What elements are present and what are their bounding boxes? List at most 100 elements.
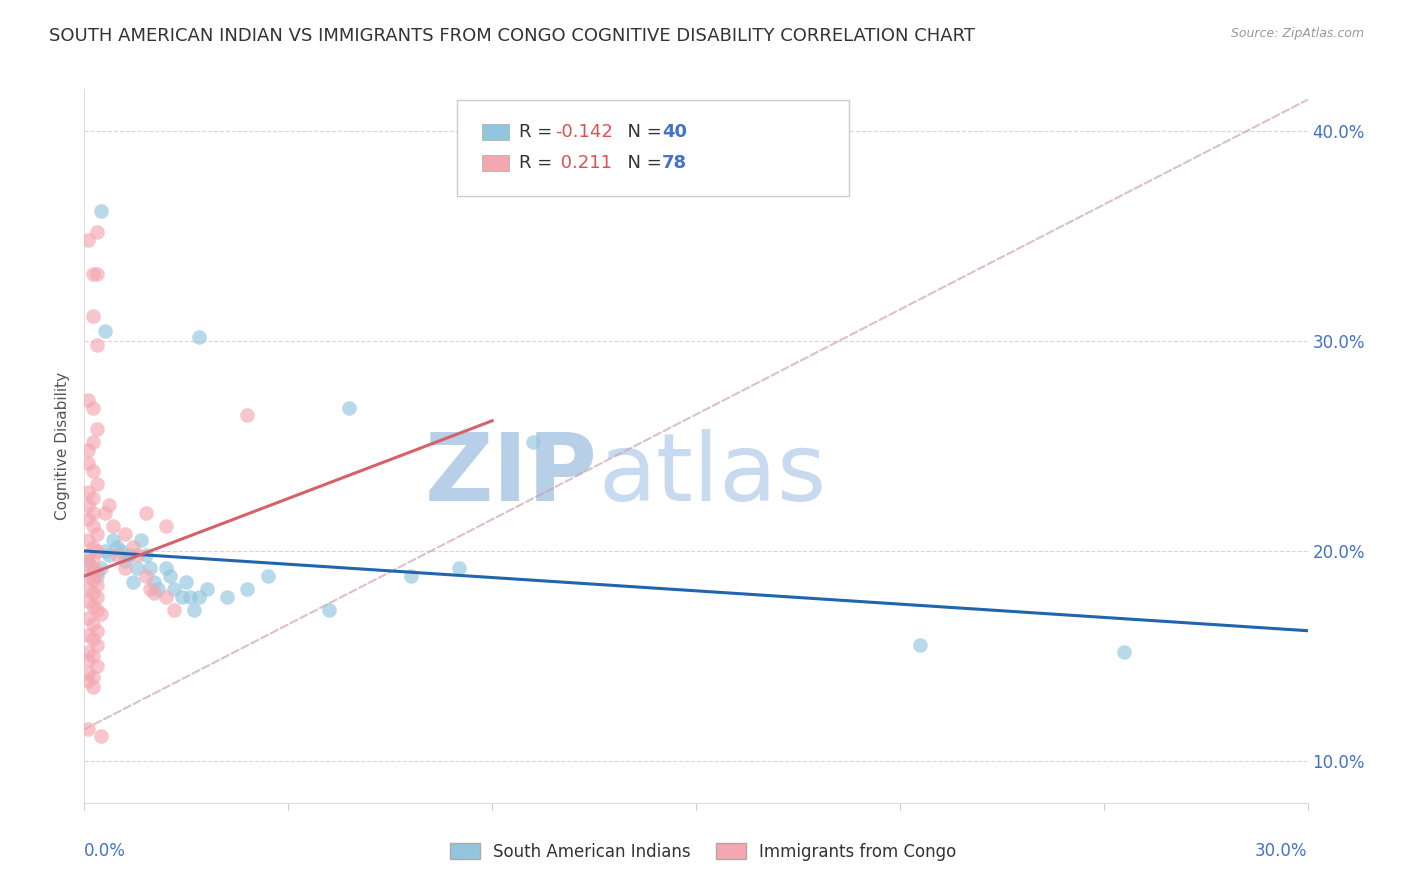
- Point: [86, 338, 108, 352]
- Point: [82, 574, 104, 588]
- Text: atlas: atlas: [598, 428, 827, 521]
- Point: [155, 560, 177, 574]
- Point: [90, 560, 112, 574]
- Point: [77, 456, 100, 470]
- Point: [110, 544, 132, 558]
- Point: [146, 582, 169, 596]
- Point: [114, 554, 136, 568]
- Text: 0.211: 0.211: [555, 153, 612, 171]
- Point: [187, 330, 209, 344]
- Text: R =: R =: [519, 123, 558, 141]
- Point: [86, 603, 108, 617]
- Point: [86, 624, 108, 638]
- Point: [97, 548, 120, 562]
- Point: [77, 512, 100, 526]
- Text: R =: R =: [519, 153, 558, 171]
- Point: [82, 681, 104, 695]
- Point: [135, 569, 157, 583]
- Point: [114, 560, 136, 574]
- Point: [118, 548, 141, 562]
- Point: [1114, 645, 1136, 659]
- Point: [236, 408, 259, 422]
- Point: [97, 498, 120, 512]
- Point: [90, 729, 112, 743]
- Point: [135, 548, 157, 562]
- Text: SOUTH AMERICAN INDIAN VS IMMIGRANTS FROM CONGO COGNITIVE DISABILITY CORRELATION : SOUTH AMERICAN INDIAN VS IMMIGRANTS FROM…: [49, 27, 976, 45]
- Legend: South American Indians, Immigrants from Congo: South American Indians, Immigrants from …: [443, 837, 963, 868]
- Point: [155, 518, 177, 533]
- Point: [138, 582, 160, 596]
- Point: [77, 674, 100, 689]
- Point: [86, 577, 108, 591]
- FancyBboxPatch shape: [482, 124, 509, 140]
- Y-axis label: Cognitive Disability: Cognitive Disability: [55, 372, 70, 520]
- Point: [127, 548, 149, 562]
- Point: [82, 565, 104, 579]
- Text: ZIP: ZIP: [425, 428, 598, 521]
- Text: Source: ZipAtlas.com: Source: ZipAtlas.com: [1230, 27, 1364, 40]
- Point: [910, 639, 932, 653]
- Point: [86, 659, 108, 673]
- Point: [257, 569, 280, 583]
- Point: [82, 617, 104, 632]
- Point: [82, 506, 104, 520]
- Point: [77, 498, 100, 512]
- Point: [339, 401, 361, 416]
- Point: [155, 590, 177, 604]
- Point: [318, 603, 340, 617]
- Point: [82, 586, 104, 600]
- Point: [82, 599, 104, 613]
- Point: [82, 648, 104, 663]
- Point: [179, 590, 201, 604]
- Text: -0.142: -0.142: [555, 123, 613, 141]
- Point: [217, 590, 239, 604]
- Point: [77, 533, 100, 548]
- Point: [86, 225, 108, 239]
- Point: [82, 560, 104, 574]
- Point: [82, 540, 104, 554]
- Point: [77, 628, 100, 642]
- Point: [86, 639, 108, 653]
- Text: 78: 78: [662, 153, 688, 171]
- FancyBboxPatch shape: [482, 155, 509, 170]
- Point: [82, 552, 104, 566]
- Point: [82, 401, 104, 416]
- Point: [93, 506, 115, 520]
- Point: [86, 590, 108, 604]
- Point: [86, 565, 108, 579]
- Point: [82, 309, 104, 323]
- Point: [77, 665, 100, 680]
- Point: [77, 548, 100, 562]
- Point: [82, 491, 104, 506]
- Point: [93, 324, 115, 338]
- Point: [86, 544, 108, 558]
- Point: [163, 582, 186, 596]
- Point: [82, 464, 104, 478]
- Point: [522, 434, 544, 449]
- Point: [77, 645, 100, 659]
- Point: [183, 603, 205, 617]
- Point: [86, 569, 108, 583]
- Point: [101, 533, 124, 548]
- Point: [159, 569, 181, 583]
- Point: [77, 569, 100, 583]
- Point: [135, 506, 157, 520]
- Point: [77, 485, 100, 500]
- Point: [138, 560, 160, 574]
- Point: [77, 582, 100, 596]
- FancyBboxPatch shape: [457, 100, 849, 196]
- Point: [163, 603, 186, 617]
- Point: [101, 518, 124, 533]
- Point: [86, 422, 108, 436]
- Point: [236, 582, 259, 596]
- Point: [131, 533, 153, 548]
- Point: [77, 611, 100, 625]
- Text: N =: N =: [616, 123, 668, 141]
- Point: [142, 586, 165, 600]
- Point: [187, 590, 209, 604]
- Point: [142, 575, 165, 590]
- Point: [82, 267, 104, 281]
- Point: [127, 560, 149, 574]
- Point: [399, 569, 422, 583]
- Point: [105, 540, 128, 554]
